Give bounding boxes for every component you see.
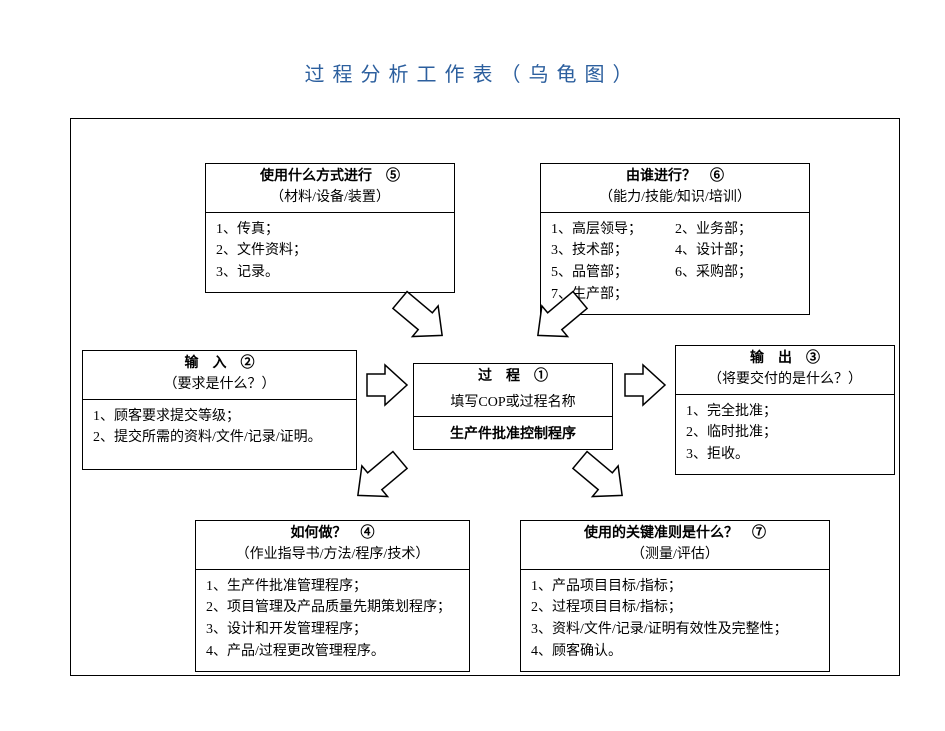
box-who-head: 由谁进行？ ⑥ xyxy=(541,164,809,189)
list-item: 1、顾客要求提交等级； xyxy=(93,406,346,428)
list-item: 5、品管部； xyxy=(551,262,675,284)
box-process-sub: 填写COP或过程名称 xyxy=(414,389,612,417)
list-item: 2、提交所需的资料/文件/记录/证明。 xyxy=(93,427,346,449)
list-item: 6、采购部； xyxy=(675,262,799,284)
box-process-name: 生产件批准控制程序 xyxy=(414,417,612,449)
arrow-proc-to-criteria xyxy=(579,460,580,461)
list-item: 4、产品/过程更改管理程序。 xyxy=(206,641,459,663)
box-criteria-body: 1、产品项目目标/指标；2、过程项目目标/指标；3、资料/文件/记录/证明有效性… xyxy=(521,570,829,671)
box-criteria-head: 使用的关键准则是什么？ ⑦ xyxy=(521,521,829,546)
arrow-input-to-proc xyxy=(367,385,368,386)
box-criteria: 使用的关键准则是什么？ ⑦ （测量/评估） 1、产品项目目标/指标；2、过程项目… xyxy=(520,520,830,672)
box-input-body: 1、顾客要求提交等级；2、提交所需的资料/文件/记录/证明。 xyxy=(83,400,356,457)
arrow-proc-to-how xyxy=(399,459,400,460)
box-how-sub: （作业指导书/方法/程序/技术） xyxy=(196,546,469,569)
box-how-body: 1、生产件批准管理程序；2、项目管理及产品质量先期策划程序；3、设计和开发管理程… xyxy=(196,570,469,671)
list-item: 1、传真； xyxy=(216,219,444,241)
box-who: 由谁进行？ ⑥ （能力/技能/知识/培训） 1、高层领导；2、业务部；3、技术部… xyxy=(540,163,810,315)
box-how: 如何做？ ④ （作业指导书/方法/程序/技术） 1、生产件批准管理程序；2、项目… xyxy=(195,520,470,672)
list-item: 1、高层领导； xyxy=(551,219,675,241)
page-title: 过程分析工作表（乌龟图） xyxy=(0,58,945,87)
box-input-head: 输 入 ② xyxy=(83,351,356,376)
list-item: 2、业务部； xyxy=(675,219,799,241)
box-output-body: 1、完全批准；2、临时批准；3、拒收。 xyxy=(676,395,894,474)
arrow-who-to-proc xyxy=(579,299,580,300)
list-item: 2、过程项目目标/指标； xyxy=(531,597,819,619)
box-who-body: 1、高层领导；2、业务部；3、技术部；4、设计部；5、品管部；6、采购部；7、生… xyxy=(541,213,809,314)
list-item: 4、顾客确认。 xyxy=(531,641,819,663)
box-how-head: 如何做？ ④ xyxy=(196,521,469,546)
box-method: 使用什么方式进行 ⑤ （材料/设备/装置） 1、传真；2、文件资料；3、记录。 xyxy=(205,163,455,293)
list-item: 1、完全批准； xyxy=(686,401,884,423)
list-item: 1、生产件批准管理程序； xyxy=(206,576,459,598)
list-item: 3、资料/文件/记录/证明有效性及完整性； xyxy=(531,619,819,641)
list-item: 4、设计部； xyxy=(675,240,799,262)
box-input-sub: （要求是什么？） xyxy=(83,376,356,399)
list-item: 2、临时批准； xyxy=(686,422,884,444)
box-output: 输 出 ③ （将要交付的是什么？） 1、完全批准；2、临时批准；3、拒收。 xyxy=(675,345,895,475)
box-input: 输 入 ② （要求是什么？） 1、顾客要求提交等级；2、提交所需的资料/文件/记… xyxy=(82,350,357,470)
box-method-body: 1、传真；2、文件资料；3、记录。 xyxy=(206,213,454,292)
arrow-proc-to-output xyxy=(625,385,626,386)
list-item: 2、文件资料； xyxy=(216,240,444,262)
box-who-sub: （能力/技能/知识/培训） xyxy=(541,189,809,212)
box-method-head: 使用什么方式进行 ⑤ xyxy=(206,164,454,189)
box-process-head: 过 程 ① xyxy=(414,364,612,389)
box-method-sub: （材料/设备/装置） xyxy=(206,189,454,212)
box-output-sub: （将要交付的是什么？） xyxy=(676,371,894,394)
list-item: 1、产品项目目标/指标； xyxy=(531,576,819,598)
box-process: 过 程 ① 填写COP或过程名称 生产件批准控制程序 xyxy=(413,363,613,450)
box-criteria-sub: （测量/评估） xyxy=(521,546,829,569)
list-item xyxy=(675,284,799,306)
list-item: 3、设计和开发管理程序； xyxy=(206,619,459,641)
list-item: 3、记录。 xyxy=(216,262,444,284)
list-item: 2、项目管理及产品质量先期策划程序； xyxy=(206,597,459,619)
list-item: 3、拒收。 xyxy=(686,444,884,466)
box-output-head: 输 出 ③ xyxy=(676,346,894,371)
arrow-method-to-proc xyxy=(399,300,400,301)
list-item: 3、技术部； xyxy=(551,240,675,262)
